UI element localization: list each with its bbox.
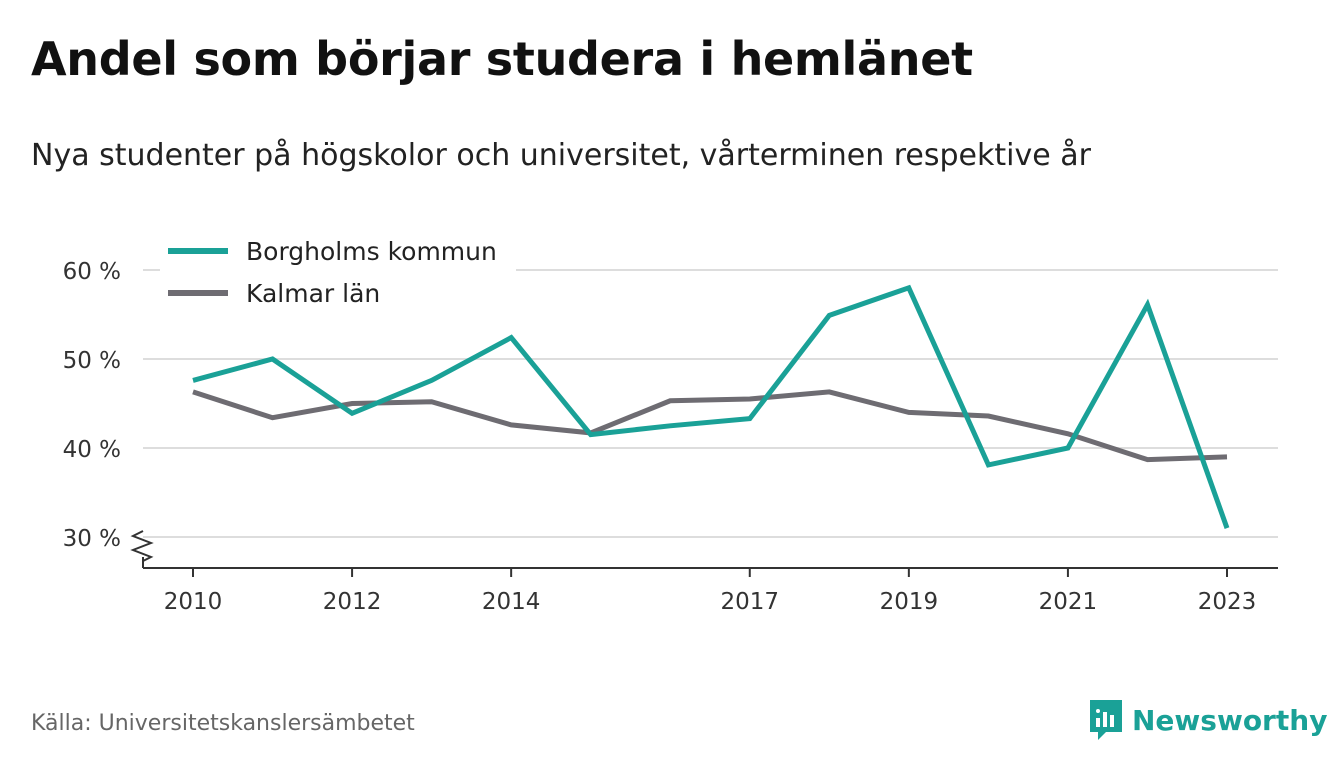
x-tick-label: 2017 xyxy=(720,589,779,615)
x-tick-label: 2019 xyxy=(880,589,939,615)
line-chart: 30 % 40 % 50 % 60 % 2010 2012 2014 2017 2019 2021… xyxy=(62,230,1278,615)
newsworthy-logo-icon xyxy=(1090,700,1122,740)
legend-box xyxy=(160,230,516,315)
chart-title: Andel som börjar studera i hemlänet xyxy=(31,32,973,86)
series-line xyxy=(192,284,1230,529)
y-tick-label: 60 % xyxy=(63,259,121,285)
x-tick-label: 2012 xyxy=(323,589,382,615)
legend-label: Kalmar län xyxy=(246,279,380,308)
source-note: Källa: Universitetskanslersämbetet xyxy=(31,711,415,736)
brand-logo: Newsworthy xyxy=(1088,698,1327,742)
y-tick-label: 40 % xyxy=(63,437,121,463)
x-tick-label: 2014 xyxy=(482,589,541,615)
legend-label: Borgholms kommun xyxy=(246,237,497,266)
axis-break-icon xyxy=(130,530,154,562)
y-tick-label: 50 % xyxy=(63,348,121,374)
x-tick-label: 2021 xyxy=(1039,589,1098,615)
chart-subtitle: Nya studenter på högskolor och universit… xyxy=(31,138,1091,173)
brand-name: Newsworthy xyxy=(1132,703,1328,737)
y-tick-label: 30 % xyxy=(63,526,121,552)
x-tick-label: 2023 xyxy=(1198,589,1257,615)
x-tick-label: 2010 xyxy=(164,589,223,615)
series-line xyxy=(192,389,1228,463)
